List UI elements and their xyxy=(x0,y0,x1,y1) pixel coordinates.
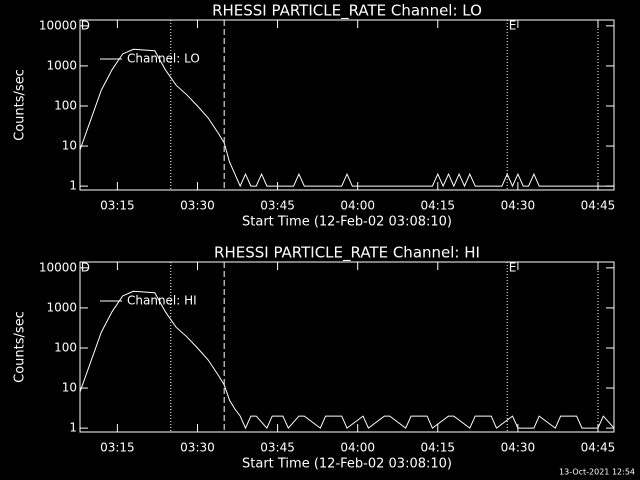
annotation: D xyxy=(81,19,90,33)
annotation: D xyxy=(81,261,90,275)
data-line xyxy=(79,48,614,188)
plot-frame xyxy=(79,261,615,433)
x-axis-label: Start Time (12-Feb-02 03:08:10) xyxy=(242,457,452,472)
x-tick-label: 04:45 xyxy=(581,199,616,213)
chart-title: RHESSI PARTICLE_RATE Channel: LO xyxy=(212,2,482,21)
x-axis-label: Start Time (12-Feb-02 03:08:10) xyxy=(242,215,452,230)
y-tick-label: 1 xyxy=(69,421,77,435)
footer: 13-Oct-2021 12:54 xyxy=(559,468,635,477)
x-tick-label: 03:45 xyxy=(260,199,295,213)
x-tick-label: 04:45 xyxy=(581,441,616,455)
plot-frame xyxy=(79,19,615,191)
chart-title: RHESSI PARTICLE_RATE Channel: HI xyxy=(214,244,480,263)
y-tick-label: 10000 xyxy=(39,18,77,32)
x-tick-label: 03:45 xyxy=(260,441,295,455)
x-tick-label: 04:15 xyxy=(420,199,455,213)
x-tick-label: 04:00 xyxy=(340,199,375,213)
y-tick-label: 10000 xyxy=(39,260,77,274)
legend-label: Channel: HI xyxy=(127,294,197,308)
y-tick-label: 1 xyxy=(69,179,77,193)
x-tick-label: 03:30 xyxy=(180,199,215,213)
y-axis-label: Counts/sec xyxy=(13,311,28,383)
annotation: E xyxy=(509,19,517,33)
legend-label: Channel: LO xyxy=(127,52,200,66)
x-tick-label: 03:30 xyxy=(180,441,215,455)
x-tick-label: 04:00 xyxy=(340,441,375,455)
y-axis-label: Counts/sec xyxy=(13,69,28,141)
annotation: E xyxy=(509,261,517,275)
x-tick-label: 04:30 xyxy=(501,199,536,213)
y-tick-label: 1000 xyxy=(46,300,77,314)
x-tick-label: 04:15 xyxy=(420,441,455,455)
x-tick-label: 03:15 xyxy=(100,441,135,455)
data-line xyxy=(79,290,615,430)
y-tick-label: 10 xyxy=(62,139,77,153)
y-tick-label: 100 xyxy=(54,98,77,112)
x-tick-label: 03:15 xyxy=(100,199,135,213)
y-tick-label: 100 xyxy=(54,340,77,354)
y-tick-label: 10 xyxy=(62,381,77,395)
y-tick-label: 1000 xyxy=(46,58,77,72)
x-tick-label: 04:30 xyxy=(501,441,536,455)
